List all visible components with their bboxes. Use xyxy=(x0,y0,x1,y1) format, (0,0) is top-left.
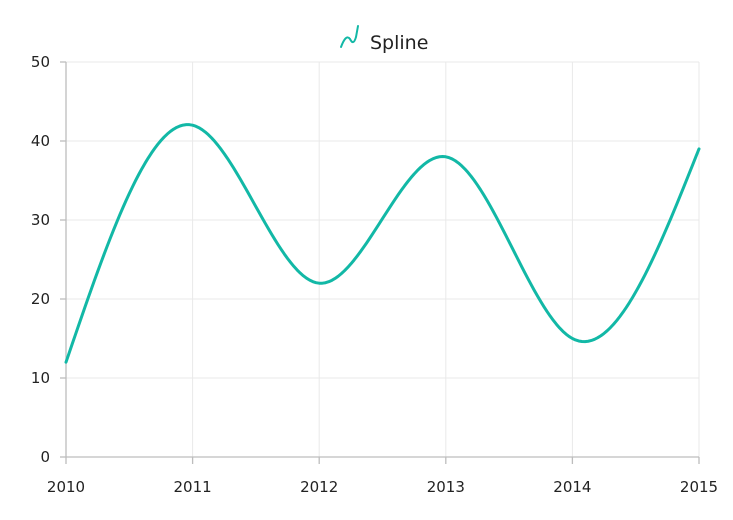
series-layer xyxy=(62,121,703,366)
y-tick-label: 0 xyxy=(40,448,50,466)
x-tick-label: 2011 xyxy=(174,478,212,496)
x-tick-label: 2012 xyxy=(300,478,338,496)
y-tick-label: 10 xyxy=(31,369,50,387)
x-axis-ticks: 2010 2011 2012 2013 2014 2015 xyxy=(47,457,718,496)
spline-icon xyxy=(340,25,359,48)
x-tick-label: 2013 xyxy=(427,478,465,496)
y-axis-ticks: 0 10 20 30 40 50 xyxy=(31,53,66,466)
x-tick-label: 2010 xyxy=(47,478,85,496)
legend[interactable]: Spline xyxy=(340,25,428,54)
y-tick-label: 50 xyxy=(31,53,50,71)
gridlines xyxy=(66,61,700,457)
y-tick-label: 30 xyxy=(31,211,50,229)
data-point[interactable] xyxy=(442,153,450,161)
data-point[interactable] xyxy=(315,279,323,287)
y-tick-label: 20 xyxy=(31,290,50,308)
series-line-spline[interactable] xyxy=(64,123,701,364)
data-point[interactable] xyxy=(62,358,70,366)
axes xyxy=(65,62,699,458)
legend-label: Spline xyxy=(370,32,428,54)
y-tick-label: 40 xyxy=(31,132,50,150)
x-tick-label: 2014 xyxy=(553,478,591,496)
data-point[interactable] xyxy=(568,335,576,343)
x-tick-label: 2015 xyxy=(680,478,718,496)
data-point[interactable] xyxy=(695,145,703,153)
data-point[interactable] xyxy=(189,121,197,129)
